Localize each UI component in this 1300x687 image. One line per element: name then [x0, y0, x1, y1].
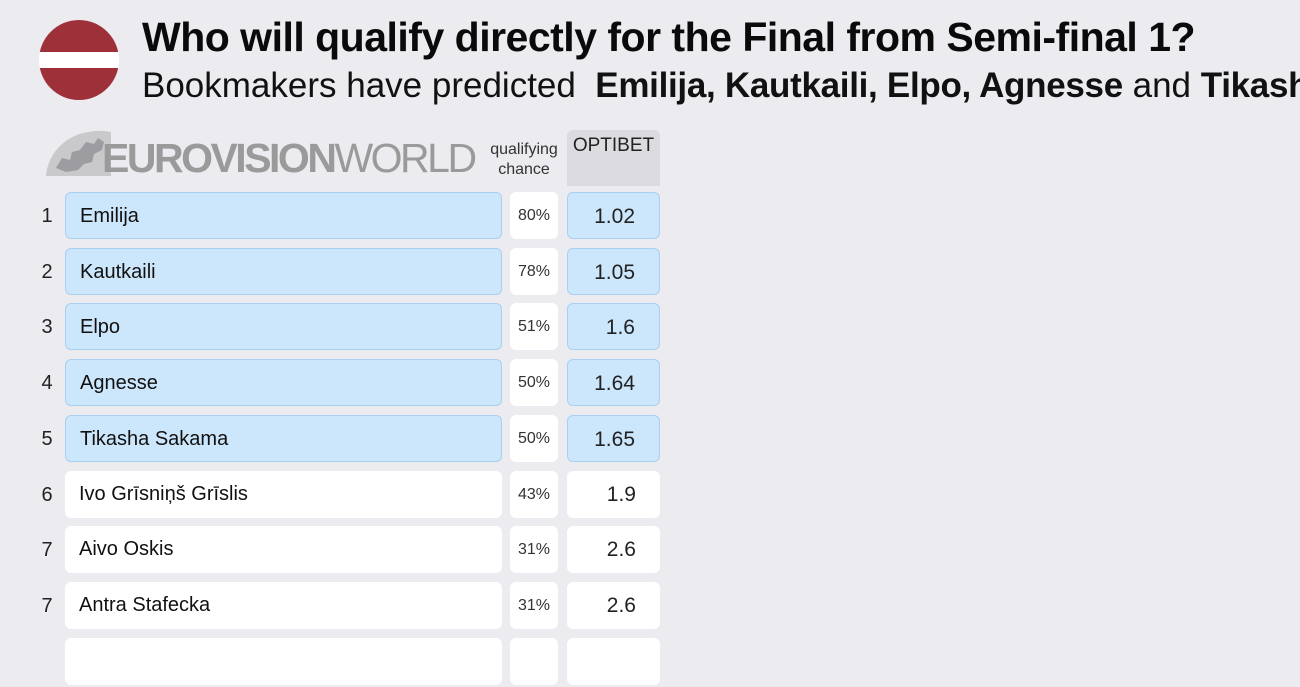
qualifying-chance: 31% [510, 582, 558, 629]
eurovision-world-logo[interactable]: EUROVISIONWORLD [42, 128, 492, 181]
qualifying-chance: 50% [510, 359, 558, 406]
odds-value[interactable]: 1.05 [567, 248, 660, 295]
artist-name[interactable] [65, 638, 502, 685]
artist-name[interactable]: Elpo [65, 303, 502, 350]
odds-value[interactable]: 1.6 [567, 303, 660, 350]
bookmaker-header-optibet[interactable]: OPTIBET [567, 130, 660, 186]
artist-name[interactable]: Ivo Grīsniņš Grīslis [65, 471, 502, 518]
qualifying-chance-header: qualifying chance [490, 141, 558, 178]
table-row[interactable]: 6 Ivo Grīsniņš Grīslis 43% 1.9 [0, 471, 680, 520]
table-row[interactable]: 3 Elpo 51% 1.6 [0, 303, 680, 352]
rank-label: 3 [41, 316, 53, 338]
rank-label: 1 [41, 205, 53, 227]
page-title: Who will qualify directly for the Final … [142, 14, 1196, 60]
table-row[interactable]: 1 Emilija 80% 1.02 [0, 192, 680, 241]
odds-value[interactable]: 2.6 [567, 526, 660, 573]
rank-label: 6 [41, 484, 53, 506]
odds-value[interactable]: 1.65 [567, 415, 660, 462]
subtitle-and: and [1132, 66, 1192, 105]
rank-label: 5 [41, 428, 53, 450]
table-row[interactable]: 4 Agnesse 50% 1.64 [0, 359, 680, 408]
subtitle-names: Emilija, Kautkaili, Elpo, Agnesse [595, 66, 1123, 105]
artist-name[interactable]: Agnesse [65, 359, 502, 406]
rank-label: 7 [41, 595, 53, 617]
odds-value[interactable]: 2.6 [567, 582, 660, 629]
odds-value[interactable]: 1.9 [567, 471, 660, 518]
artist-name[interactable]: Kautkaili [65, 248, 502, 295]
artist-name[interactable]: Tikasha Sakama [65, 415, 502, 462]
artist-name[interactable]: Emilija [65, 192, 502, 239]
qualifying-chance: 78% [510, 248, 558, 295]
page-subtitle: Bookmakers have predicted Emilija, Kautk… [142, 66, 1300, 106]
subtitle-last-name: Tikasha Sakama [1200, 66, 1300, 105]
latvia-flag-icon [39, 20, 119, 100]
table-row[interactable] [0, 638, 680, 687]
subtitle-prefix: Bookmakers have predicted [142, 66, 576, 105]
table-row[interactable]: 2 Kautkaili 78% 1.05 [0, 248, 680, 297]
qualifying-chance [510, 638, 558, 685]
odds-value[interactable] [567, 638, 660, 685]
globe-icon [46, 130, 111, 176]
qualifying-chance: 31% [510, 526, 558, 573]
artist-name[interactable]: Antra Stafecka [65, 582, 502, 629]
odds-value[interactable]: 1.02 [567, 192, 660, 239]
rank-label: 2 [41, 261, 53, 283]
logo-text: EUROVISIONWORLD [102, 135, 477, 181]
qualifying-chance: 43% [510, 471, 558, 518]
table-row[interactable]: 5 Tikasha Sakama 50% 1.65 [0, 415, 680, 464]
artist-name[interactable]: Aivo Oskis [65, 526, 502, 573]
table-row[interactable]: 7 Aivo Oskis 31% 2.6 [0, 526, 680, 575]
table-row[interactable]: 7 Antra Stafecka 31% 2.6 [0, 582, 680, 631]
rank-label: 7 [41, 539, 53, 561]
qualifying-chance: 80% [510, 192, 558, 239]
rank-label: 4 [41, 372, 53, 394]
qualifying-chance: 51% [510, 303, 558, 350]
odds-value[interactable]: 1.64 [567, 359, 660, 406]
qualifying-chance: 50% [510, 415, 558, 462]
